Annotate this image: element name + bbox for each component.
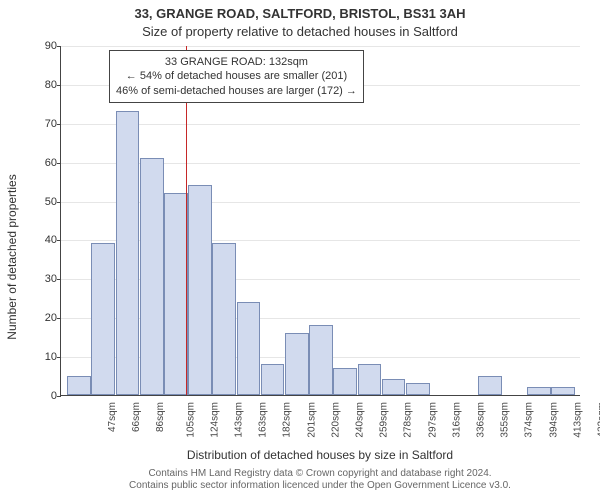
y-tick-label: 0 <box>29 390 57 402</box>
histogram-bar <box>188 185 212 395</box>
x-axis-label: Distribution of detached houses by size … <box>60 448 580 462</box>
histogram-bar <box>91 243 115 395</box>
y-tick-mark <box>57 163 61 164</box>
y-tick-label: 30 <box>29 273 57 285</box>
y-tick-mark <box>57 85 61 86</box>
annotation-line: 33 GRANGE ROAD: 132sqm <box>116 55 357 69</box>
histogram-bar <box>261 364 285 395</box>
y-tick-label: 40 <box>29 234 57 246</box>
y-tick-label: 60 <box>29 157 57 169</box>
x-tick-label: 394sqm <box>548 402 559 438</box>
histogram-bar <box>237 302 261 395</box>
y-axis-label: Number of detached properties <box>5 157 19 357</box>
histogram-bar <box>527 387 551 395</box>
x-tick-label: 66sqm <box>131 402 142 432</box>
footer-line-1: Contains HM Land Registry data © Crown c… <box>60 468 580 480</box>
x-tick-label: 336sqm <box>476 402 487 438</box>
y-tick-mark <box>57 396 61 397</box>
y-tick-mark <box>57 357 61 358</box>
x-tick-label: 201sqm <box>306 402 317 438</box>
y-tick-mark <box>57 202 61 203</box>
histogram-bar <box>285 333 309 395</box>
histogram-bar <box>164 193 188 395</box>
plot-area: 010203040506070809047sqm66sqm86sqm105sqm… <box>60 46 580 396</box>
x-tick-label: 47sqm <box>107 402 118 432</box>
y-tick-label: 70 <box>29 118 57 130</box>
histogram-bar <box>551 387 575 395</box>
annotation-line: ← 54% of detached houses are smaller (20… <box>116 69 357 83</box>
chart-subtitle: Size of property relative to detached ho… <box>0 24 600 39</box>
x-tick-label: 259sqm <box>379 402 390 438</box>
x-tick-label: 374sqm <box>524 402 535 438</box>
y-tick-label: 50 <box>29 196 57 208</box>
x-tick-label: 413sqm <box>572 402 583 438</box>
gridline <box>61 46 580 47</box>
y-tick-label: 20 <box>29 312 57 324</box>
y-tick-mark <box>57 240 61 241</box>
histogram-bar <box>406 383 430 395</box>
histogram-bar <box>478 376 502 395</box>
annotation-box: 33 GRANGE ROAD: 132sqm← 54% of detached … <box>109 50 364 103</box>
annotation-line: 46% of semi-detached houses are larger (… <box>116 84 357 98</box>
y-tick-mark <box>57 124 61 125</box>
x-tick-label: 240sqm <box>355 402 366 438</box>
histogram-bar <box>116 111 140 395</box>
x-tick-label: 220sqm <box>330 402 341 438</box>
footer-line-3: Contains public sector information licen… <box>60 480 580 492</box>
y-tick-mark <box>57 46 61 47</box>
y-tick-mark <box>57 279 61 280</box>
y-tick-label: 90 <box>29 40 57 52</box>
x-tick-label: 124sqm <box>209 402 220 438</box>
histogram-bar <box>382 379 406 395</box>
x-tick-label: 182sqm <box>282 402 293 438</box>
x-tick-label: 105sqm <box>185 402 196 438</box>
y-tick-label: 80 <box>29 79 57 91</box>
histogram-bar <box>309 325 333 395</box>
histogram-bar <box>358 364 382 395</box>
histogram-bar <box>333 368 357 395</box>
chart-root: 33, GRANGE ROAD, SALTFORD, BRISTOL, BS31… <box>0 0 600 500</box>
chart-footer: Contains HM Land Registry data © Crown c… <box>60 468 580 492</box>
histogram-bar <box>67 376 91 395</box>
x-tick-label: 143sqm <box>234 402 245 438</box>
x-tick-label: 86sqm <box>155 402 166 432</box>
x-tick-label: 297sqm <box>427 402 438 438</box>
x-tick-label: 316sqm <box>451 402 462 438</box>
y-tick-label: 10 <box>29 351 57 363</box>
histogram-bar <box>212 243 236 395</box>
chart-title: 33, GRANGE ROAD, SALTFORD, BRISTOL, BS31… <box>0 6 600 21</box>
histogram-bar <box>140 158 164 395</box>
x-tick-label: 278sqm <box>403 402 414 438</box>
x-tick-label: 163sqm <box>258 402 269 438</box>
x-tick-label: 432sqm <box>596 402 600 438</box>
x-tick-label: 355sqm <box>500 402 511 438</box>
y-tick-mark <box>57 318 61 319</box>
